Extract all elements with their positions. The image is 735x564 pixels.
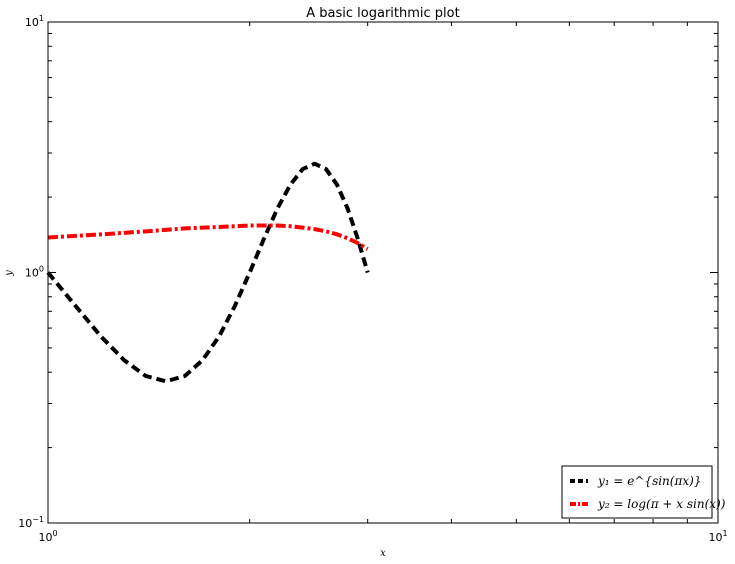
legend-box (561, 465, 713, 519)
chart-title: A basic logarithmic plot (306, 6, 459, 21)
series-line-2 (47, 223, 369, 251)
x-tick-label: 100 (38, 529, 57, 544)
x-tick-label: 101 (708, 529, 727, 544)
x-axis-label: x (380, 548, 386, 559)
y-tick-label: 101 (25, 14, 44, 29)
minor-ticks (48, 22, 718, 523)
series-line-1 (46, 161, 370, 384)
legend: y₁ = e^{sin(πx)} y₂ = log(π + x sin(x)) (561, 465, 726, 519)
axes-background (48, 22, 718, 523)
legend-label-series-2: y₂ = log(π + x sin(x)) (597, 497, 726, 511)
legend-label-series-1: y₁ = e^{sin(πx)} (597, 474, 701, 488)
axes-frame (47, 21, 719, 524)
y-tick-label: 10−1 (18, 515, 44, 530)
plot-area (48, 22, 718, 523)
series-layer (46, 161, 370, 384)
y-axis-label: y (4, 270, 15, 277)
y-tick-label: 100 (25, 265, 44, 280)
